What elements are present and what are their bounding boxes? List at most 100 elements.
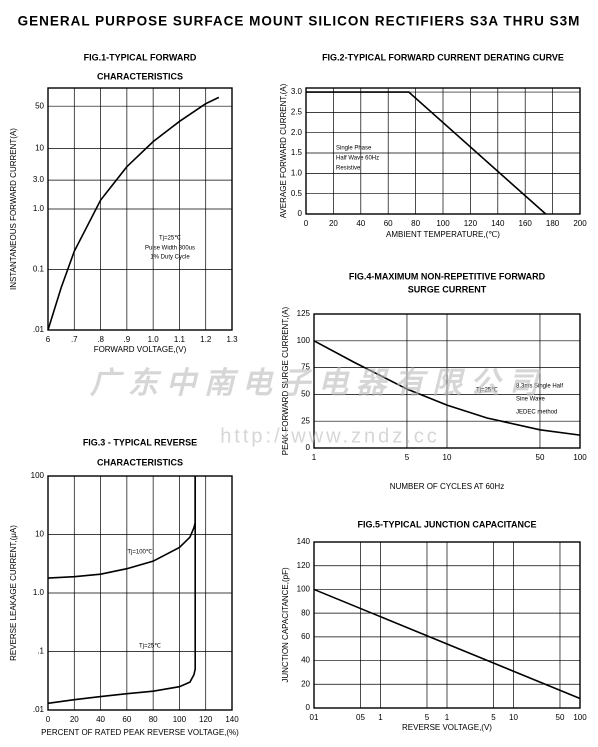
- y-tick-label: 100: [297, 336, 311, 345]
- y-axis-label: AVERAGE FORWARD CURRENT,(A): [279, 83, 288, 218]
- plot-frame: [313, 313, 581, 449]
- chart-title: FIG.3 - TYPICAL REVERSE: [83, 437, 197, 447]
- x-tick-label: 10: [443, 453, 452, 462]
- watermark-url: http://www.zndz.cc: [220, 425, 440, 447]
- x-tick-label: 05: [356, 713, 365, 722]
- y-tick-label: 1.0: [291, 168, 303, 177]
- x-axis-label: AMBIENT TEMPERATURE,(℃): [386, 230, 500, 239]
- x-tick-label: 100: [573, 453, 587, 462]
- y-tick-label: 50: [301, 390, 310, 399]
- y-tick-label: 2.5: [291, 107, 303, 116]
- x-tick-label: 5: [425, 713, 430, 722]
- x-tick-label: 01: [310, 713, 319, 722]
- chart-subtitle: CHARACTERISTICS: [97, 71, 183, 81]
- x-tick-label: 80: [149, 715, 158, 724]
- y-tick-label: 20: [301, 679, 310, 688]
- x-axis-label: PERCENT OF RATED PEAK REVERSE VOLTAGE,(%…: [41, 728, 239, 737]
- x-axis-label: FORWARD VOLTAGE,(V): [94, 345, 187, 354]
- x-tick-label: 1: [445, 713, 450, 722]
- chart-subtitle: CHARACTERISTICS: [97, 457, 183, 467]
- y-tick-label: 1.0: [33, 588, 45, 597]
- curve: [313, 588, 581, 700]
- y-axis-label: INSTANTANEOUS FORWARD CURRENT(A): [9, 128, 18, 290]
- x-tick-label: 6: [46, 335, 51, 344]
- chart-title: FIG.5-TYPICAL JUNCTION CAPACITANCE: [357, 519, 536, 529]
- x-tick-label: 120: [464, 219, 478, 228]
- x-tick-label: 100: [436, 219, 450, 228]
- curve: [47, 96, 220, 331]
- y-tick-label: 3.0: [33, 175, 45, 184]
- x-tick-label: 160: [519, 219, 533, 228]
- y-tick-label: 0: [306, 443, 311, 452]
- x-tick-label: .9: [124, 335, 131, 344]
- y-tick-label: 25: [301, 416, 310, 425]
- y-tick-label: 100: [297, 585, 311, 594]
- annotation: Tj=25℃: [159, 236, 181, 242]
- annotation: Sine Wave: [516, 397, 545, 403]
- y-tick-label: 10: [35, 144, 44, 153]
- x-tick-label: 40: [96, 715, 105, 724]
- x-tick-label: 0: [46, 715, 51, 724]
- annotation: 1% Duty Cycle: [150, 255, 190, 261]
- x-tick-label: 5: [491, 713, 496, 722]
- x-tick-label: .7: [71, 335, 78, 344]
- curve-label: Tj=100℃: [127, 550, 153, 556]
- y-tick-label: 100: [31, 471, 45, 480]
- x-axis-label: REVERSE VOLTAGE,(V): [402, 723, 492, 732]
- x-tick-label: 0: [304, 219, 309, 228]
- y-axis-label: PEAK FORWARD SURGE CURRENT,(A): [281, 306, 290, 455]
- annotation: Pulse Width 300us: [145, 246, 195, 252]
- y-tick-label: 0.1: [33, 265, 45, 274]
- annotation: 8.3ms Single Half: [516, 384, 563, 390]
- x-tick-label: 1: [378, 713, 383, 722]
- x-tick-label: 80: [411, 219, 420, 228]
- y-tick-label: 0.5: [291, 189, 303, 198]
- x-tick-label: 60: [384, 219, 393, 228]
- x-tick-label: 100: [173, 715, 187, 724]
- chart-title: FIG.4-MAXIMUM NON-REPETITIVE FORWARD: [349, 271, 546, 281]
- x-tick-label: 100: [573, 713, 587, 722]
- x-tick-label: 120: [199, 715, 213, 724]
- plot-frame: [305, 87, 581, 215]
- chart-title: FIG.1-TYPICAL FORWARD: [84, 52, 197, 62]
- annotation: Resistive: [336, 166, 361, 172]
- annotation: Tj=25℃: [476, 388, 498, 394]
- y-tick-label: .1: [37, 647, 44, 656]
- annotation: Half Wave 60Hz: [336, 156, 379, 162]
- plot-frame: [47, 475, 233, 711]
- x-tick-label: 200: [573, 219, 587, 228]
- x-tick-label: 1.1: [174, 335, 186, 344]
- y-tick-label: .01: [33, 325, 45, 334]
- y-tick-label: 75: [301, 363, 310, 372]
- y-tick-label: 1.5: [291, 148, 303, 157]
- plot-frame: [47, 87, 233, 331]
- x-tick-label: .8: [97, 335, 104, 344]
- annotation: Single Phase: [336, 146, 372, 152]
- x-tick-label: 40: [356, 219, 365, 228]
- y-tick-label: 1.0: [33, 204, 45, 213]
- x-tick-label: 20: [329, 219, 338, 228]
- y-tick-label: 2.0: [291, 128, 303, 137]
- curve: [47, 476, 196, 579]
- x-tick-label: 180: [546, 219, 560, 228]
- x-axis-label: NUMBER OF CYCLES AT 60Hz: [390, 482, 504, 491]
- x-tick-label: 140: [225, 715, 239, 724]
- y-axis-label: JUNCTION CAPACITANCE,(pF): [281, 567, 290, 683]
- x-tick-label: 1.2: [200, 335, 212, 344]
- y-tick-label: 0: [306, 703, 311, 712]
- x-tick-label: 1.3: [226, 335, 238, 344]
- y-tick-label: 80: [301, 608, 310, 617]
- x-tick-label: 60: [122, 715, 131, 724]
- y-tick-label: 0: [298, 209, 303, 218]
- curve-label: Tj=25℃: [139, 644, 161, 650]
- x-tick-label: 1: [312, 453, 317, 462]
- x-tick-label: 1.0: [148, 335, 160, 344]
- y-tick-label: 120: [297, 561, 311, 570]
- curve: [313, 340, 581, 436]
- y-tick-label: 3.0: [291, 87, 303, 96]
- curve: [47, 476, 196, 705]
- plot-frame: [313, 541, 581, 709]
- watermark: 广东中南电子电器有限公司: [90, 366, 546, 400]
- y-tick-label: 125: [297, 309, 311, 318]
